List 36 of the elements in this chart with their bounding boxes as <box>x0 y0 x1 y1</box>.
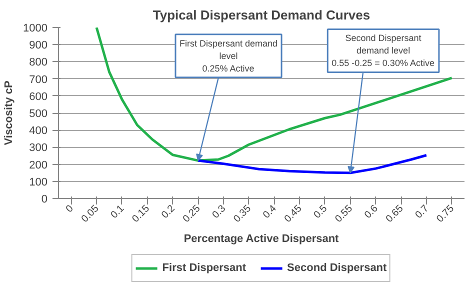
annotation: First Dispersant demand level 0.25% Active <box>179 38 278 74</box>
y-tick-label: 700 <box>29 74 48 86</box>
x-tick-label: 0.55 <box>333 203 356 225</box>
y-tick-label: 600 <box>29 90 48 103</box>
line-series <box>196 154 428 174</box>
x-tick-label: 0.45 <box>282 203 304 225</box>
x-tick-label: 0 <box>64 203 76 216</box>
x-tick-label: 0.1 <box>108 203 127 221</box>
x-tick-label: 0.3 <box>210 203 228 221</box>
y-tick-label: 800 <box>29 56 48 69</box>
x-tick-label: 0.05 <box>80 203 102 225</box>
x-axis-title: Percentage Active Dispersant <box>184 233 340 246</box>
x-tick-label: 0.7 <box>413 203 432 221</box>
y-tick-label: 400 <box>29 125 48 138</box>
legend-label: Second Dispersant <box>287 262 387 274</box>
x-tick-label: 0.35 <box>232 203 254 225</box>
chart-title: Typical Dispersant Demand Curves <box>152 8 370 22</box>
x-tick-label: 0.2 <box>160 203 178 221</box>
y-tick-label: 900 <box>29 40 48 52</box>
x-tick-label: 0.25 <box>181 203 203 225</box>
x-tick-label: 0.15 <box>130 203 152 225</box>
y-tick-label: 1000 <box>23 22 48 34</box>
y-tick-label: 0 <box>41 194 48 206</box>
x-tick-label: 0.6 <box>362 203 381 221</box>
x-tick-label: 0.4 <box>261 203 280 221</box>
x-tick-label: 0.65 <box>384 203 406 225</box>
y-axis-title: Viscosity cP <box>3 80 16 146</box>
y-tick-label: 200 <box>29 159 48 172</box>
line-series <box>95 28 454 162</box>
y-tick-label: 100 <box>29 176 48 188</box>
y-tick-label: 500 <box>29 108 48 120</box>
x-tick-label: 0.75 <box>434 203 457 225</box>
annotation: Second Dispersant demand level 0.55 -0.25 = 0.30% Active <box>332 33 434 68</box>
x-tick-label: 0.5 <box>312 203 330 221</box>
legend-label: First Dispersant <box>162 262 246 274</box>
y-tick-label: 300 <box>29 142 48 154</box>
